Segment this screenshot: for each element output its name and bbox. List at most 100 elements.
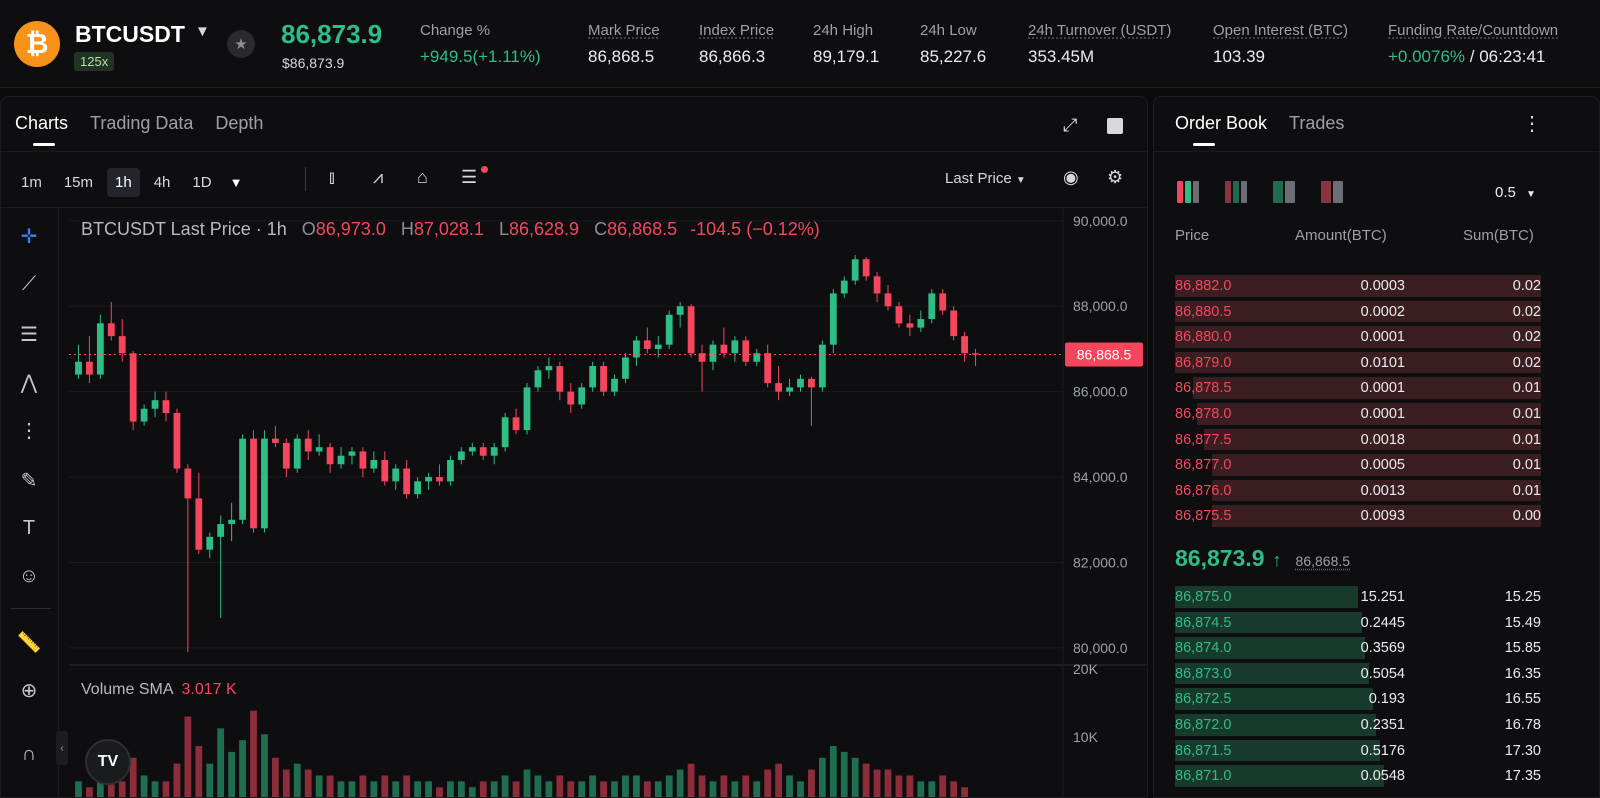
volume-bar bbox=[140, 775, 148, 797]
candlestick-type-icon[interactable]: ⫾ bbox=[329, 167, 335, 187]
ask-row[interactable]: 86,880.5 0.0002 0.02 bbox=[1175, 299, 1541, 325]
chevron-down-icon[interactable]: ▼ bbox=[195, 23, 210, 40]
ask-row[interactable]: 86,875.5 0.0093 0.00 bbox=[1175, 503, 1541, 529]
price-step-select[interactable]: 0.5 ▼ bbox=[1495, 184, 1536, 201]
ask-row[interactable]: 86,879.0 0.0101 0.02 bbox=[1175, 350, 1541, 376]
layout-asks-icon[interactable] bbox=[1321, 181, 1343, 203]
ask-price: 86,882.0 bbox=[1175, 278, 1232, 294]
bid-row[interactable]: 86,871.5 0.5176 17.30 bbox=[1175, 738, 1541, 764]
volume-bar bbox=[381, 775, 389, 797]
interval-15m[interactable]: 15m bbox=[63, 174, 94, 191]
fib-icon[interactable]: ⋮ bbox=[19, 419, 39, 442]
ask-row[interactable]: 86,880.0 0.0001 0.02 bbox=[1175, 324, 1541, 350]
leverage-badge[interactable]: 125x bbox=[74, 52, 115, 71]
more-vertical-icon[interactable]: ⋮ bbox=[1522, 113, 1542, 135]
bid-row[interactable]: 86,871.0 0.0548 17.35 bbox=[1175, 763, 1541, 789]
volume-bar bbox=[731, 781, 739, 797]
ask-row[interactable]: 86,877.0 0.0005 0.01 bbox=[1175, 452, 1541, 478]
camera-icon[interactable]: ◉ bbox=[1063, 167, 1079, 187]
bid-row[interactable]: 86,874.5 0.2445 15.49 bbox=[1175, 610, 1541, 636]
depth-bar bbox=[1175, 300, 1541, 323]
alerts-list-icon[interactable]: ☰ bbox=[461, 167, 478, 187]
fullscreen-icon[interactable] bbox=[1107, 118, 1123, 134]
crosshair-icon[interactable]: ✛ bbox=[20, 225, 38, 248]
volume-bar bbox=[370, 781, 378, 797]
volume-bar bbox=[512, 781, 520, 797]
depth-bar bbox=[1175, 688, 1373, 710]
tab-charts[interactable]: Charts bbox=[15, 113, 69, 146]
interval-1d[interactable]: 1D bbox=[192, 174, 212, 191]
ask-row[interactable]: 86,878.0 0.0001 0.01 bbox=[1175, 401, 1541, 427]
brush-icon[interactable]: ✎ bbox=[20, 469, 38, 492]
emoji-icon[interactable]: ☺ bbox=[18, 564, 40, 587]
collapse-toolbar-button[interactable]: ‹ bbox=[56, 731, 68, 765]
candle-body bbox=[797, 378, 804, 388]
gear-icon[interactable]: ⚙ bbox=[1107, 167, 1124, 187]
templates-icon[interactable]: ⌂ bbox=[417, 167, 428, 187]
ask-row[interactable]: 86,878.5 0.0001 0.01 bbox=[1175, 375, 1541, 401]
chevron-down-icon[interactable]: ▼ bbox=[229, 175, 243, 190]
tab-trading-data[interactable]: Trading Data bbox=[90, 113, 194, 133]
tab-depth[interactable]: Depth bbox=[215, 113, 264, 133]
depth-bar bbox=[1175, 326, 1541, 348]
symbol-selector[interactable]: BTCUSDT bbox=[75, 21, 185, 47]
tab-order-book[interactable]: Order Book bbox=[1175, 113, 1268, 146]
interval-1h[interactable]: 1h bbox=[107, 168, 140, 197]
ruler-icon[interactable]: 📏 bbox=[16, 631, 42, 654]
bid-row[interactable]: 86,872.0 0.2351 16.78 bbox=[1175, 712, 1541, 738]
legend-open: 86,973.0 bbox=[315, 219, 386, 239]
volume-bar bbox=[359, 775, 367, 797]
stat-change: Change % +949.5(+1.11%) bbox=[420, 22, 541, 66]
layout-split-icon[interactable] bbox=[1225, 181, 1247, 203]
bid-row[interactable]: 86,873.0 0.5054 16.35 bbox=[1175, 661, 1541, 687]
funding-countdown: / 06:23:41 bbox=[1465, 47, 1546, 66]
depth-bar bbox=[1211, 454, 1541, 476]
bid-row[interactable]: 86,874.0 0.3569 15.85 bbox=[1175, 635, 1541, 661]
candlestick-chart[interactable]: 90,000.0 88,000.0 86,000.0 84,000.0 82,000.0… bbox=[1, 97, 1148, 798]
divider bbox=[1, 207, 1147, 208]
candle-body bbox=[447, 459, 454, 482]
bid-row[interactable]: 86,872.5 0.193 16.55 bbox=[1175, 686, 1541, 712]
volume-bar bbox=[578, 781, 586, 797]
trend-line-icon[interactable]: ⟋ bbox=[22, 272, 36, 295]
expand-icon[interactable]: ⤢ bbox=[1063, 115, 1078, 135]
zoom-in-icon[interactable]: ⊕ bbox=[20, 679, 38, 702]
horizontal-lines-icon[interactable]: ☰ bbox=[20, 323, 38, 346]
magnet-icon[interactable]: ∩ bbox=[21, 742, 37, 765]
depth-bar bbox=[1211, 479, 1541, 502]
y-tick-label: 86,000.0 bbox=[1073, 384, 1128, 400]
ask-amount: 0.0093 bbox=[1360, 508, 1405, 525]
bid-row[interactable]: 86,875.0 15.251 15.25 bbox=[1175, 584, 1541, 610]
volume-bar bbox=[304, 769, 312, 797]
candle-body bbox=[162, 400, 170, 414]
bid-sum: 17.30 bbox=[1504, 742, 1541, 759]
bid-price: 86,874.5 bbox=[1175, 614, 1232, 631]
bid-amount: 0.3569 bbox=[1360, 640, 1405, 657]
interval-4h[interactable]: 4h bbox=[153, 174, 171, 191]
price-type-select[interactable]: Last Price ▼ bbox=[945, 170, 1026, 187]
candle-body bbox=[436, 477, 443, 482]
favorite-star-icon[interactable]: ★ bbox=[227, 30, 255, 58]
bitcoin-icon: ₿ bbox=[14, 21, 60, 67]
ask-row[interactable]: 86,876.0 0.0013 0.01 bbox=[1175, 478, 1541, 504]
text-icon[interactable]: T bbox=[22, 516, 36, 539]
pattern-icon[interactable]: ⋀ bbox=[20, 371, 38, 394]
candle-body bbox=[961, 336, 968, 354]
tradingview-logo[interactable]: TV bbox=[85, 739, 131, 785]
ask-row[interactable]: 86,877.5 0.0018 0.01 bbox=[1175, 427, 1541, 453]
layout-bids-icon[interactable] bbox=[1273, 181, 1295, 203]
candle-body bbox=[589, 366, 597, 388]
bid-sum: 15.25 bbox=[1504, 589, 1541, 605]
header-price: Price bbox=[1175, 227, 1210, 244]
candle-body bbox=[611, 378, 618, 392]
indicators-icon[interactable]: ⩘ bbox=[373, 167, 384, 187]
mid-price: 86,873.9 bbox=[1175, 545, 1265, 571]
interval-1m[interactable]: 1m bbox=[21, 174, 42, 191]
ticker-bar: ₿ BTCUSDT ▼ 125x ★ 86,873.9 $86,873.9 Ch… bbox=[0, 0, 1600, 88]
ask-row[interactable]: 86,882.0 0.0003 0.02 bbox=[1175, 273, 1541, 299]
layout-both-icon[interactable] bbox=[1177, 181, 1199, 203]
candle-body bbox=[654, 344, 662, 349]
candle-body bbox=[250, 438, 257, 529]
tab-trades[interactable]: Trades bbox=[1289, 113, 1345, 133]
volume-bar bbox=[556, 775, 564, 797]
